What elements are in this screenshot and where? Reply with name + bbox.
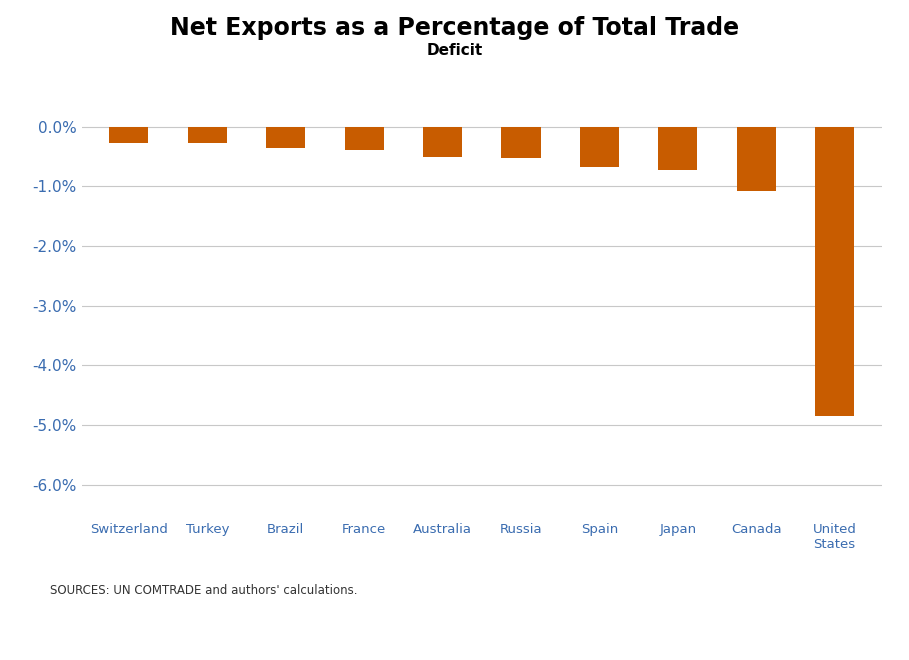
Bar xyxy=(266,127,305,148)
Bar xyxy=(736,127,776,191)
Text: Net Exports as a Percentage of Total Trade: Net Exports as a Percentage of Total Tra… xyxy=(170,16,739,40)
Text: of: of xyxy=(302,628,319,645)
Bar xyxy=(815,127,854,416)
Text: St. Louis: St. Louis xyxy=(332,628,424,645)
Bar xyxy=(345,127,384,150)
Bar xyxy=(502,127,541,158)
Bar xyxy=(187,127,227,143)
Bar xyxy=(580,127,619,167)
Bar xyxy=(109,127,148,143)
Bar xyxy=(423,127,462,157)
Text: Federal Reserve Bank: Federal Reserve Bank xyxy=(25,628,245,645)
Text: Deficit: Deficit xyxy=(426,43,483,58)
Text: SOURCES: UN COMTRADE and authors' calculations.: SOURCES: UN COMTRADE and authors' calcul… xyxy=(50,584,357,597)
Bar xyxy=(658,127,697,170)
Text: F: F xyxy=(25,628,37,645)
